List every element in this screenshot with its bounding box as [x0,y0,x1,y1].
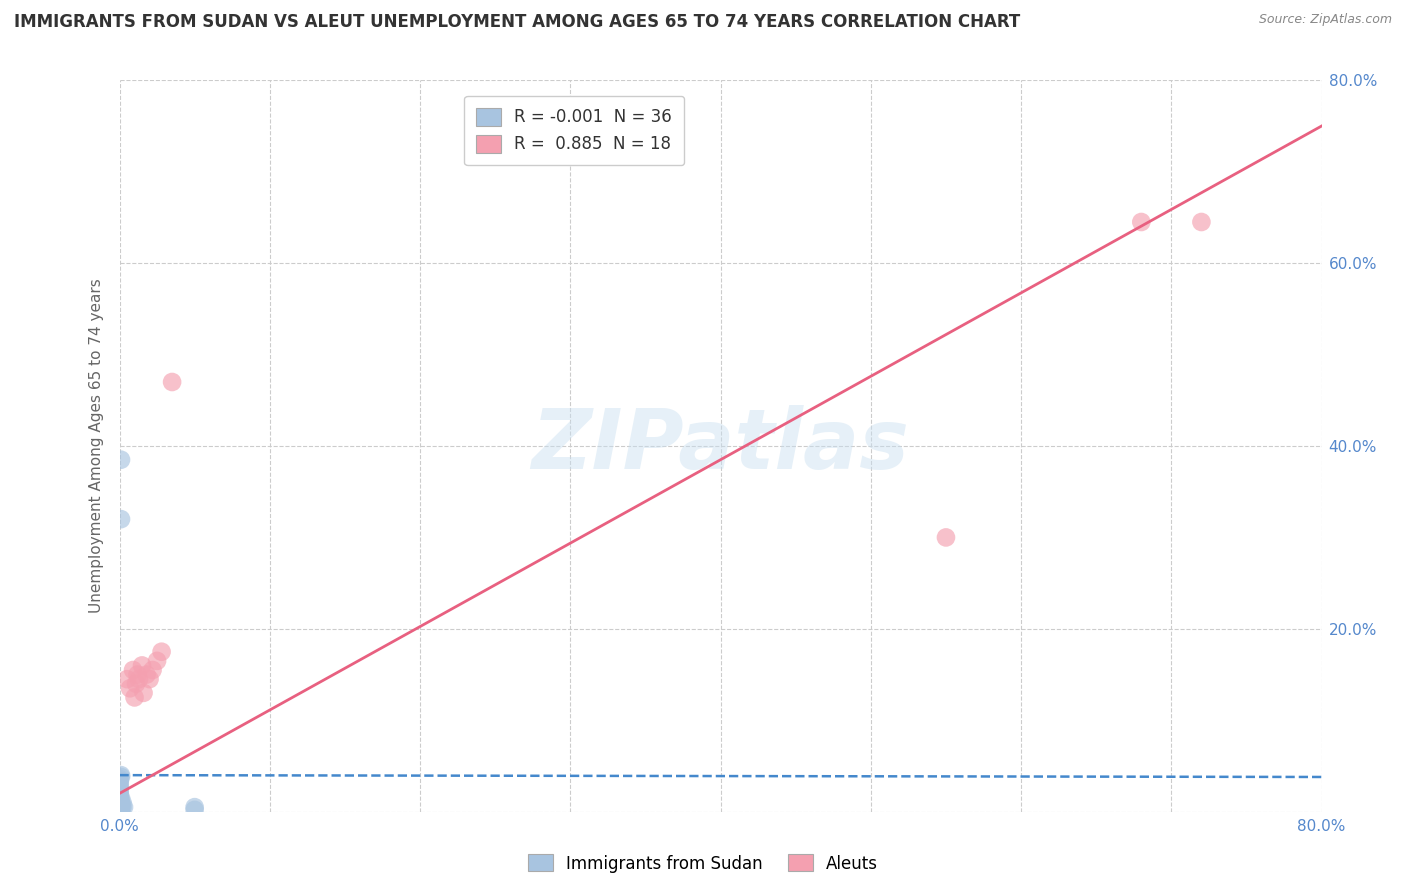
Point [183,800,205,814]
Point [108,792,131,806]
Point [112,800,135,814]
Point [108,797,131,812]
Legend: R = -0.001  N = 36, R =  0.885  N = 18: R = -0.001 N = 36, R = 0.885 N = 18 [464,96,683,165]
Point [138,672,160,686]
Point [110,802,132,816]
Text: IMMIGRANTS FROM SUDAN VS ALEUT UNEMPLOYMENT AMONG AGES 65 TO 74 YEARS CORRELATIO: IMMIGRANTS FROM SUDAN VS ALEUT UNEMPLOYM… [14,13,1021,31]
Point [183,803,205,817]
Point [1189,215,1212,229]
Point [135,667,157,681]
Point [110,805,132,819]
Point [128,672,150,686]
Point [111,796,134,810]
Point [131,658,153,673]
Point [146,654,169,668]
Point [111,800,134,814]
Point [115,672,138,686]
Point [110,770,132,784]
Point [110,791,132,805]
Point [110,452,132,467]
Point [108,780,131,795]
Point [108,803,131,817]
Point [108,775,131,789]
Legend: Immigrants from Sudan, Aleuts: Immigrants from Sudan, Aleuts [522,847,884,880]
Point [160,375,183,389]
Point [108,779,131,793]
Point [108,772,131,786]
Point [110,768,132,782]
Point [110,803,132,817]
Point [118,681,141,696]
Point [125,676,148,690]
Point [110,796,132,810]
Point [108,773,131,788]
Point [127,667,149,681]
Text: ZIPatlas: ZIPatlas [531,406,910,486]
Point [108,801,131,815]
Point [132,686,155,700]
Point [108,790,131,805]
Point [935,530,957,544]
Y-axis label: Unemployment Among Ages 65 to 74 years: Unemployment Among Ages 65 to 74 years [89,278,104,614]
Point [108,777,131,791]
Point [108,789,131,803]
Text: Source: ZipAtlas.com: Source: ZipAtlas.com [1258,13,1392,27]
Point [108,805,131,819]
Point [108,782,131,797]
Point [1130,215,1153,229]
Point [108,794,131,808]
Point [110,797,132,812]
Point [142,663,165,677]
Point [122,663,145,677]
Point [110,799,132,814]
Point [124,690,146,705]
Point [110,512,132,526]
Point [108,787,131,801]
Point [108,799,131,814]
Point [108,784,131,798]
Point [110,800,132,814]
Point [108,796,131,810]
Point [150,645,173,659]
